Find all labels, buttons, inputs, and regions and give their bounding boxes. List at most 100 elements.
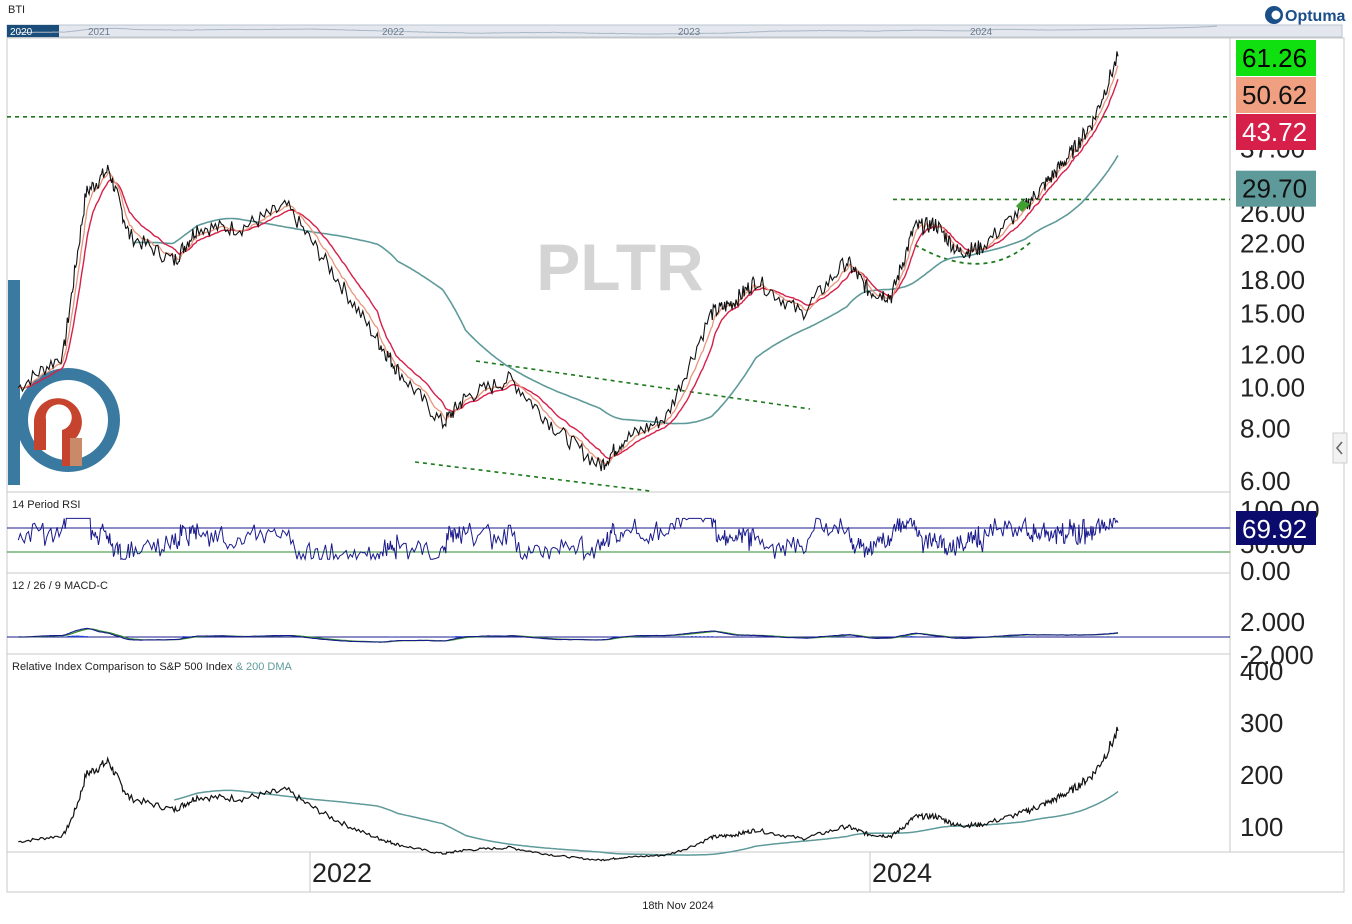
relative-title: Relative Index Comparison to S&P 500 Ind… <box>12 661 293 673</box>
macd-pane: 12 / 26 / 9 MACD-C <box>7 580 1230 643</box>
macd-histogram-bar <box>65 636 68 637</box>
macd-histogram-bar <box>67 636 70 637</box>
macd-histogram-bar <box>703 636 706 637</box>
last-value-text-3: 29.70 <box>1242 174 1307 204</box>
macd-histogram-bar <box>610 636 613 637</box>
macd-histogram-bar <box>69 635 72 637</box>
macd-histogram-bar <box>707 636 710 637</box>
last-value-text-1: 50.62 <box>1242 80 1307 110</box>
macd-histogram-bar <box>79 635 82 637</box>
macd-histogram-bar <box>906 636 908 637</box>
macd-histogram-bar <box>916 636 919 637</box>
macd-histogram-bar <box>694 636 697 637</box>
macd-histogram-bar <box>690 636 693 637</box>
macd-histogram-bar <box>711 636 714 637</box>
macd-histogram-bar <box>390 636 393 637</box>
channel-upper-line <box>475 360 811 410</box>
ma-200-line <box>133 154 1119 425</box>
relative-200dma-line <box>174 789 1119 856</box>
left-logo-icon <box>8 280 120 485</box>
macd-histogram-bar <box>846 636 849 637</box>
price-pane <box>7 51 1230 492</box>
last-value-badge-3 <box>1236 170 1316 207</box>
macd-tick-pos: 2.000 <box>1240 607 1305 637</box>
relative-title-dma: & 200 DMA <box>236 661 293 673</box>
macd-histogram-bar <box>75 635 78 637</box>
macd-histogram-bar <box>457 636 460 637</box>
chevron-left-icon <box>1335 441 1343 455</box>
breakout-marker-icon <box>1016 200 1030 212</box>
macd-histogram-bar <box>903 636 906 637</box>
symbol-label: BTI <box>8 4 25 16</box>
macd-histogram-bar <box>459 636 462 637</box>
side-panel-toggle[interactable] <box>1332 432 1348 464</box>
rsi-pane: 14 Period RSI <box>7 499 1230 562</box>
scroll-year-1: 2021 <box>88 27 111 38</box>
rsi-line <box>17 516 1119 562</box>
macd-histogram-bar <box>914 636 917 637</box>
relative-pane: Relative Index Comparison to S&P 500 Ind… <box>12 661 1119 862</box>
footer-date: 18th Nov 2024 <box>642 900 714 912</box>
macd-histogram-bar <box>186 636 189 637</box>
macd-histogram-bar <box>682 636 685 637</box>
macd-histogram-bar <box>77 635 80 637</box>
macd-histogram-bar <box>71 635 74 637</box>
macd-histogram-bar <box>912 636 915 637</box>
macd-histogram-bar <box>699 636 701 637</box>
ma-50-line <box>18 78 1119 460</box>
last-value-badge-1 <box>1236 77 1316 113</box>
macd-histogram-bar <box>908 636 910 637</box>
scroll-year-0: 2020 <box>10 27 33 38</box>
macd-histogram-bar <box>1009 636 1011 637</box>
scrollbar-thumb[interactable] <box>7 25 59 37</box>
rsi-axis: 100.00 50.00 0.00 69.92 <box>1236 495 1320 586</box>
price-tick-6: 22.00 <box>1240 229 1305 259</box>
rsi-tick-0: 0.00 <box>1240 556 1291 586</box>
side-panel-toggle-box[interactable] <box>1332 432 1348 464</box>
macd-histogram-bar <box>184 636 187 637</box>
brand-name: Optuma <box>1285 8 1346 25</box>
macd-histogram-bar <box>73 635 76 637</box>
macd-histogram-bar <box>616 636 619 637</box>
relative-index-line <box>18 726 1119 862</box>
scrollbar-track[interactable] <box>6 24 1343 38</box>
last-value-text-0: 61.26 <box>1242 43 1307 73</box>
date-tick-2024: 2024 <box>872 858 932 888</box>
rsi-title: 14 Period RSI <box>12 499 80 511</box>
macd-histogram-bar <box>451 636 453 637</box>
rsi-last-badge <box>1236 511 1316 545</box>
macd-histogram-bar <box>910 636 913 637</box>
relative-axis: 400 300 200 100 <box>1240 656 1283 842</box>
date-tick-2022: 2022 <box>312 858 372 888</box>
price-tick-1: 8.00 <box>1240 413 1291 443</box>
watermark-ticker: PLTR <box>536 230 703 304</box>
relative-tick-2: 200 <box>1240 760 1283 790</box>
macd-histogram-bar <box>686 636 689 637</box>
chart-frame <box>6 37 1345 893</box>
rsi-last-value: 69.92 <box>1242 514 1307 544</box>
timeline-scrollbar[interactable]: 2020 2021 2022 2023 2024 <box>6 24 1343 38</box>
macd-histogram-bar <box>83 636 86 637</box>
macd-histogram-bar <box>842 636 845 637</box>
macd-histogram-bar <box>455 636 458 637</box>
channel-lower-line <box>414 461 651 492</box>
scroll-year-2: 2022 <box>382 27 405 38</box>
macd-histogram-bar <box>88 636 90 637</box>
macd-tick-neg: -2.000 <box>1240 640 1314 670</box>
macd-histogram-bar <box>453 636 456 637</box>
macd-line <box>18 627 1118 643</box>
brand-logo: Optuma <box>1265 6 1346 25</box>
macd-histogram-bar <box>81 635 84 637</box>
relative-tick-1: 300 <box>1240 708 1283 738</box>
price-last-values: 61.26 50.62 43.72 29.70 <box>1236 40 1316 207</box>
macd-axis: 2.000 -2.000 <box>1240 607 1314 670</box>
price-tick-3: 12.00 <box>1240 339 1305 369</box>
price-tick-0: 6.00 <box>1240 466 1291 496</box>
scrollbar-sparkline <box>18 25 1218 35</box>
macd-histogram-bar <box>86 636 88 637</box>
macd-histogram-bar <box>838 636 841 637</box>
scroll-year-4: 2024 <box>970 27 993 38</box>
scroll-year-3: 2023 <box>678 27 701 38</box>
macd-histogram-bar <box>713 636 716 637</box>
